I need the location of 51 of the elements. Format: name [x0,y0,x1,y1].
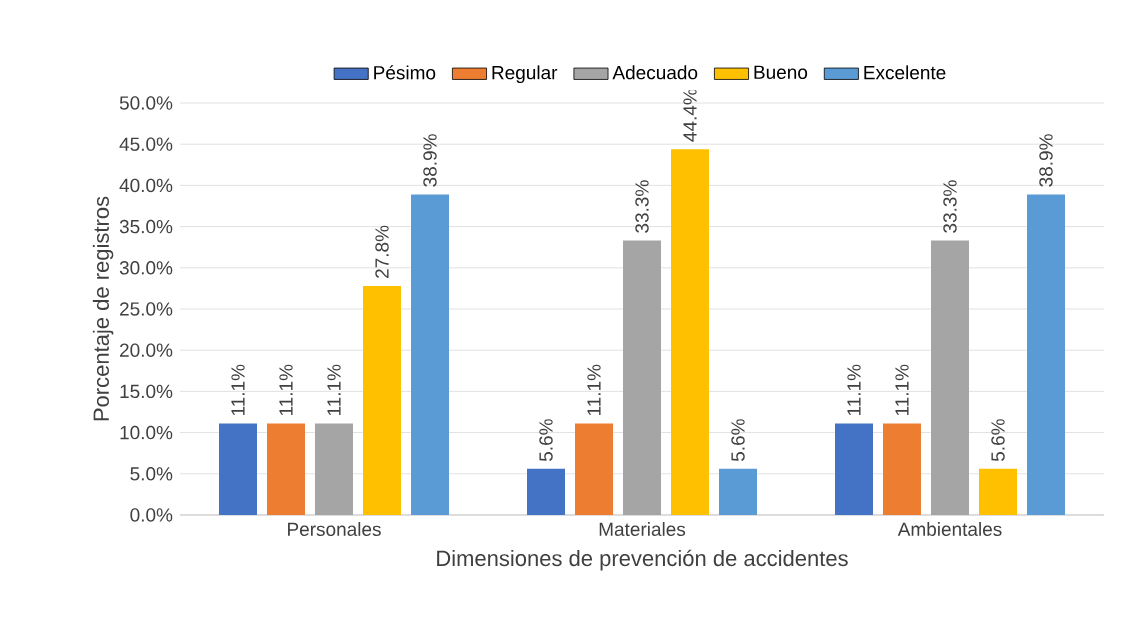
data-label: 33.3% [943,180,957,233]
bar [575,423,613,515]
y-tick-label: 35.0% [119,219,173,234]
data-label: 11.1% [327,364,341,416]
bar [527,468,565,515]
data-label: 11.1% [895,364,909,416]
legend-label: Pésimo [374,65,436,80]
x-tick-label: Ambientales [897,522,1002,537]
bar [219,423,258,515]
y-tick-label: 50.0% [119,96,173,110]
legend-label: Bueno [754,65,808,79]
legend-label: Regular [492,65,558,84]
bar [267,423,306,515]
data-label: 11.1% [847,364,861,416]
data-label: 5.6% [991,419,1005,462]
data-label: 11.1% [231,364,245,416]
y-tick-label: 0.0% [130,508,173,522]
bar [931,240,969,515]
y-tick-label: 5.0% [130,467,173,481]
bar [1027,194,1065,515]
y-tick-label: 30.0% [119,261,173,275]
bar [363,285,402,515]
y-tick-label: 25.0% [120,302,173,316]
data-label: 11.1% [279,364,293,416]
y-tick-label: 15.0% [120,384,173,399]
bar [671,149,710,515]
data-label: 5.6% [539,419,553,462]
y-tick-label: 40.0% [119,178,173,193]
y-axis-title: Porcentaje de registros [92,196,114,421]
x-tick-label: Personales [288,522,381,537]
legend-label: Adecuado [612,65,698,80]
bar [315,423,353,515]
y-tick-label: 45.0% [119,137,173,151]
data-label: 11.1% [587,364,601,416]
legend-label: Excelente [864,65,946,80]
bar [835,423,873,515]
bar [883,423,921,515]
bar [623,240,662,515]
bar [411,194,450,515]
data-label: 44.4% [683,88,697,142]
x-axis-title: Dimensiones de prevención de accidentes [437,549,848,571]
data-label: 38.9% [423,134,437,187]
data-label: 5.6% [731,419,745,462]
bar [719,468,757,515]
y-tick-label: 20.0% [120,343,173,357]
data-label: 33.3% [635,180,649,233]
y-tick-label: 10.0% [120,425,173,440]
bar [979,468,1017,515]
x-tick-label: Materiales [599,522,686,537]
data-label: 38.9% [1039,134,1053,187]
data-label: 27.8% [375,225,389,278]
